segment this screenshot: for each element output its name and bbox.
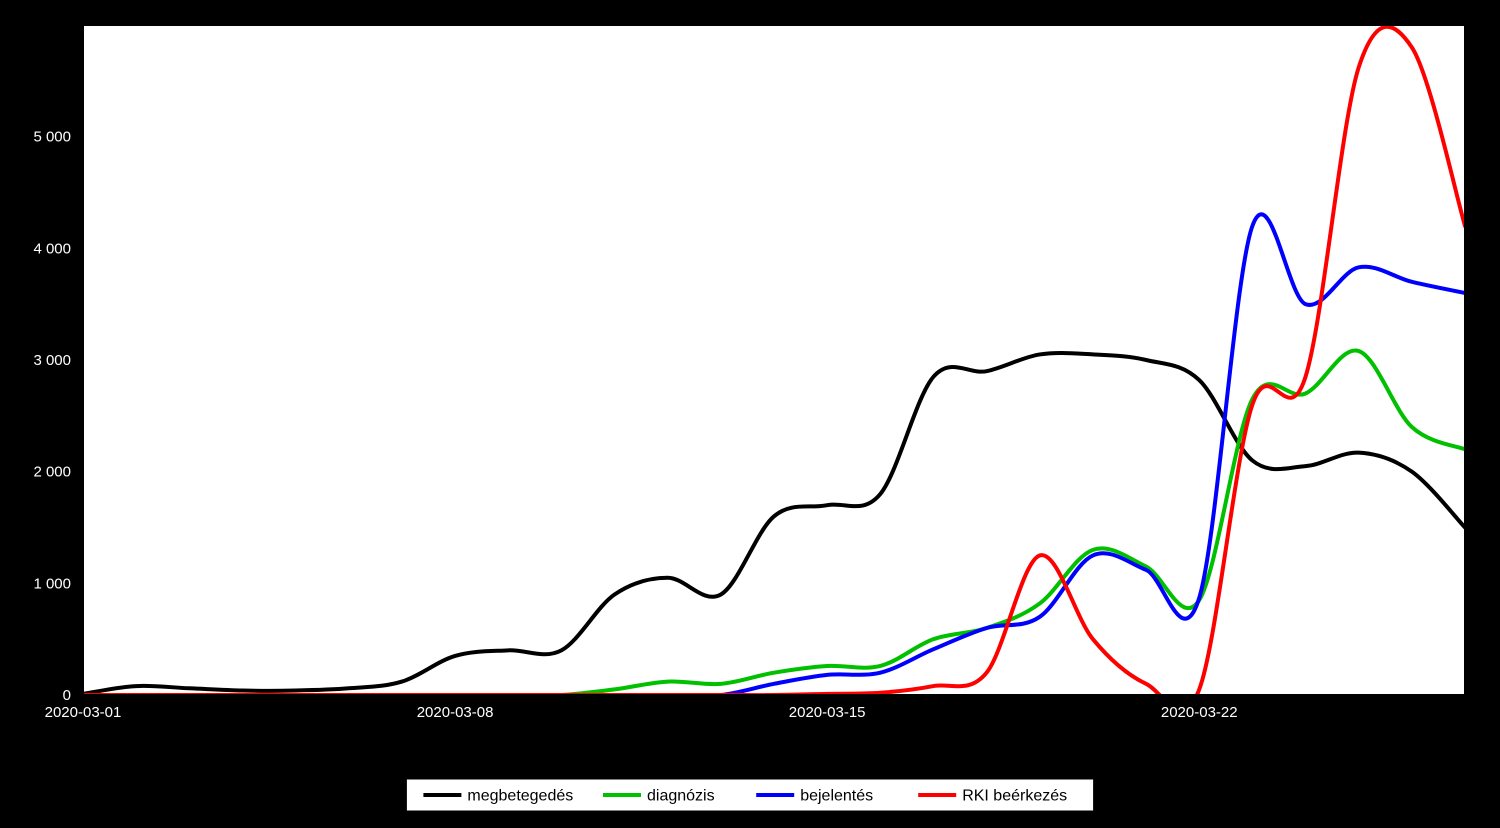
y-tick-label: 2 000	[33, 464, 71, 481]
x-tick-label: 2020-03-15	[789, 704, 866, 721]
line-chart: 0 1 000 2 000 3 000 4 000 5 000 2020-03-01 2020…	[0, 0, 1500, 828]
y-tick-label: 4 000	[33, 240, 71, 257]
x-tick-label: 2020-03-01	[45, 704, 122, 721]
legend-label: bejelentés	[800, 788, 873, 805]
y-tick-label: 0	[63, 687, 71, 704]
y-tick-label: 3 000	[33, 352, 71, 369]
legend-label: RKI beérkezés	[962, 788, 1067, 805]
y-tick-label: 5 000	[33, 129, 71, 146]
y-tick-label: 1 000	[33, 575, 71, 592]
x-tick-label: 2020-03-22	[1161, 704, 1238, 721]
legend-label: diagnózis	[647, 788, 715, 805]
legend-label: megbetegedés	[467, 788, 573, 805]
plot-area	[83, 25, 1465, 695]
legend: megbetegedés diagnózis bejelentés RKI beérk…	[407, 780, 1092, 810]
x-tick-label: 2020-03-08	[417, 704, 494, 721]
